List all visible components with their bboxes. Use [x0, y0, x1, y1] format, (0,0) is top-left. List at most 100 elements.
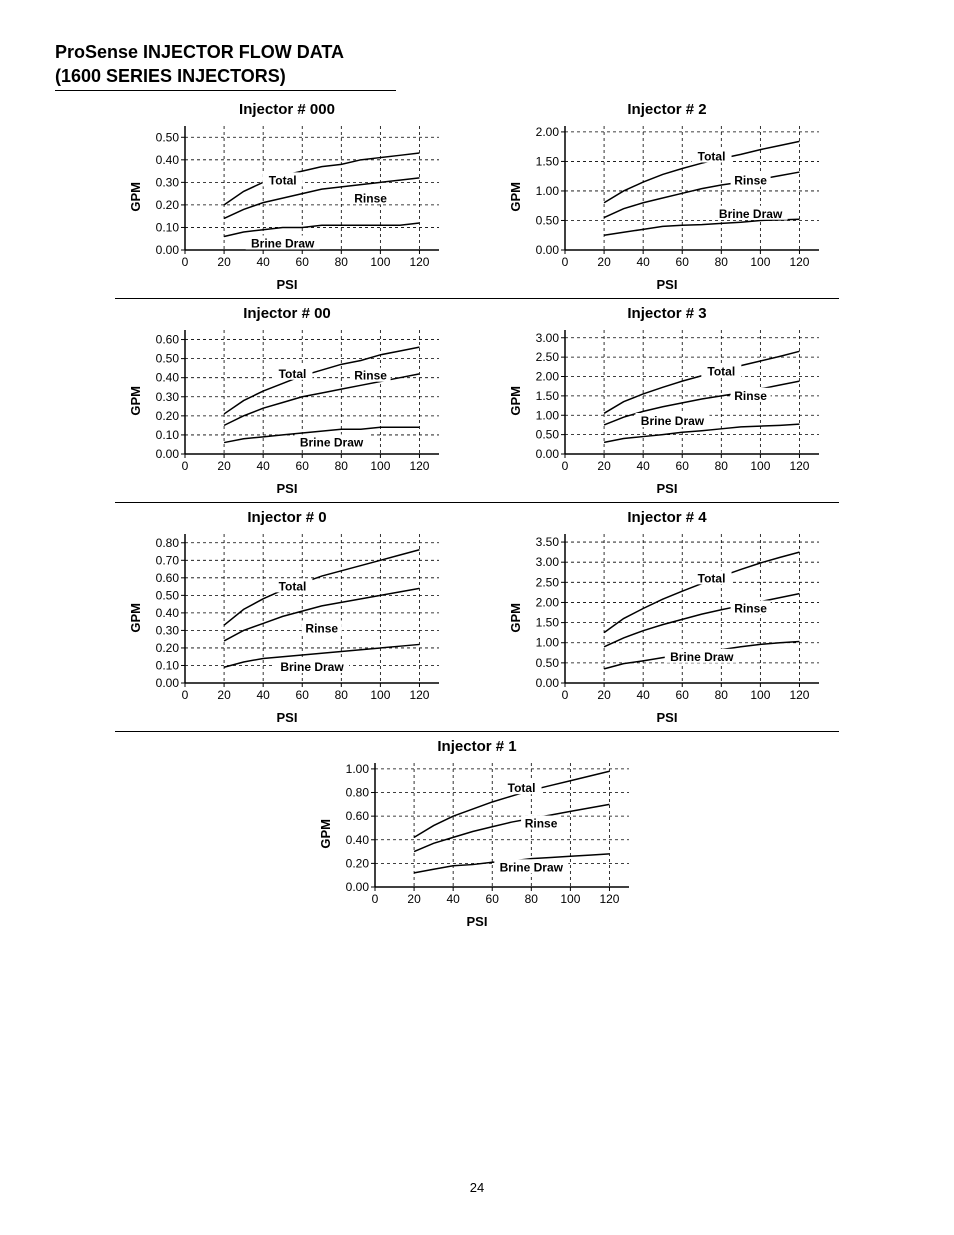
svg-text:60: 60: [675, 459, 689, 473]
row-separator: [115, 502, 839, 503]
chart-wrap: GPM0.000.501.001.502.002.503.003.5002040…: [508, 528, 827, 708]
chart-row: Injector # 000GPM0.000.100.200.300.400.5…: [115, 101, 839, 292]
svg-text:60: 60: [675, 255, 689, 269]
svg-text:Total: Total: [268, 173, 296, 187]
svg-text:Total: Total: [278, 366, 306, 380]
svg-text:120: 120: [409, 688, 429, 702]
chart-title: Injector # 3: [627, 305, 706, 322]
svg-text:0.50: 0.50: [155, 351, 179, 365]
svg-text:40: 40: [636, 255, 650, 269]
chart-inj1: Injector # 1GPM0.000.200.400.600.801.000…: [307, 738, 647, 929]
chart-wrap: GPM0.000.100.200.300.400.500.60020406080…: [128, 324, 447, 479]
svg-text:80: 80: [334, 688, 348, 702]
x-axis-label: PSI: [657, 277, 678, 292]
svg-text:3.00: 3.00: [535, 555, 559, 569]
svg-text:0.30: 0.30: [155, 175, 179, 189]
chart-inj0: Injector # 0GPM0.000.100.200.300.400.500…: [117, 509, 457, 725]
chart-wrap: GPM0.000.100.200.300.400.500.600.700.800…: [128, 528, 447, 708]
svg-text:100: 100: [750, 688, 770, 702]
svg-text:0.50: 0.50: [155, 130, 179, 144]
svg-text:0.40: 0.40: [155, 152, 179, 166]
svg-text:Brine Draw: Brine Draw: [280, 660, 344, 674]
chart-inj3: Injector # 3GPM0.000.501.001.502.002.503…: [497, 305, 837, 496]
svg-text:0.40: 0.40: [345, 832, 369, 846]
x-axis-label: PSI: [277, 277, 298, 292]
chart-row: Injector # 00GPM0.000.100.200.300.400.50…: [115, 305, 839, 496]
svg-text:20: 20: [597, 255, 611, 269]
svg-text:80: 80: [714, 255, 728, 269]
chart-plot: 0.000.501.001.502.002.503.00020406080100…: [527, 324, 827, 479]
svg-text:0.10: 0.10: [155, 220, 179, 234]
x-axis-label: PSI: [657, 481, 678, 496]
chart-wrap: GPM0.000.501.001.502.002.503.00020406080…: [508, 324, 827, 479]
chart-plot: 0.000.100.200.300.400.50020406080100120T…: [147, 120, 447, 275]
svg-text:100: 100: [370, 688, 390, 702]
svg-text:3.50: 3.50: [535, 535, 559, 549]
svg-text:40: 40: [636, 688, 650, 702]
svg-text:20: 20: [597, 688, 611, 702]
svg-text:0.70: 0.70: [155, 553, 179, 567]
chart-inj00: Injector # 00GPM0.000.100.200.300.400.50…: [117, 305, 457, 496]
y-axis-label: GPM: [508, 182, 523, 212]
svg-text:20: 20: [217, 255, 231, 269]
svg-text:0.30: 0.30: [155, 389, 179, 403]
svg-text:60: 60: [485, 892, 499, 906]
chart-wrap: GPM0.000.100.200.300.400.500204060801001…: [128, 120, 447, 275]
svg-text:100: 100: [370, 255, 390, 269]
svg-text:0.00: 0.00: [535, 447, 559, 461]
svg-text:Total: Total: [697, 571, 725, 585]
y-axis-label: GPM: [128, 386, 143, 416]
page-number: 24: [0, 1180, 954, 1195]
chart-title: Injector # 1: [437, 738, 516, 755]
y-axis-label: GPM: [128, 182, 143, 212]
page: ProSense INJECTOR FLOW DATA (1600 SERIES…: [0, 0, 954, 1235]
chart-wrap: GPM0.000.200.400.600.801.000204060801001…: [318, 757, 637, 912]
svg-text:2.00: 2.00: [535, 595, 559, 609]
svg-text:0.00: 0.00: [535, 676, 559, 690]
svg-text:40: 40: [256, 459, 270, 473]
y-axis-label: GPM: [318, 819, 333, 849]
x-axis-label: PSI: [467, 914, 488, 929]
chart-title: Injector # 00: [243, 305, 331, 322]
chart-wrap: GPM0.000.501.001.502.00020406080100120To…: [508, 120, 827, 275]
svg-text:0.40: 0.40: [155, 370, 179, 384]
svg-text:120: 120: [409, 459, 429, 473]
svg-text:0.50: 0.50: [535, 427, 559, 441]
title-line-1: ProSense INJECTOR FLOW DATA: [55, 40, 899, 64]
svg-text:0.20: 0.20: [345, 856, 369, 870]
svg-text:0.80: 0.80: [155, 535, 179, 549]
x-axis-label: PSI: [277, 710, 298, 725]
chart-title: Injector # 2: [627, 101, 706, 118]
chart-svg: 0.000.100.200.300.400.500.600.700.800204…: [147, 528, 447, 703]
svg-text:100: 100: [560, 892, 580, 906]
svg-text:100: 100: [750, 255, 770, 269]
svg-text:0.00: 0.00: [345, 880, 369, 894]
svg-text:0.20: 0.20: [155, 408, 179, 422]
svg-text:Brine Draw: Brine Draw: [499, 860, 563, 874]
svg-text:Rinse: Rinse: [305, 621, 338, 635]
svg-text:0.00: 0.00: [535, 243, 559, 257]
svg-text:0: 0: [181, 255, 188, 269]
svg-text:40: 40: [636, 459, 650, 473]
chart-plot: 0.000.200.400.600.801.00020406080100120T…: [337, 757, 637, 912]
svg-text:40: 40: [256, 255, 270, 269]
svg-text:100: 100: [370, 459, 390, 473]
svg-text:80: 80: [524, 892, 538, 906]
svg-text:0: 0: [561, 255, 568, 269]
svg-text:2.50: 2.50: [535, 575, 559, 589]
svg-text:1.00: 1.00: [535, 408, 559, 422]
svg-text:1.00: 1.00: [345, 761, 369, 775]
chart-inj2: Injector # 2GPM0.000.501.001.502.0002040…: [497, 101, 837, 292]
chart-svg: 0.000.501.001.502.002.503.003.5002040608…: [527, 528, 827, 703]
chart-plot: 0.000.501.001.502.00020406080100120Total…: [527, 120, 827, 275]
svg-text:80: 80: [714, 459, 728, 473]
svg-text:0.80: 0.80: [345, 785, 369, 799]
chart-title: Injector # 0: [247, 509, 326, 526]
svg-text:0.30: 0.30: [155, 623, 179, 637]
svg-text:2.50: 2.50: [535, 350, 559, 364]
svg-text:Rinse: Rinse: [734, 388, 767, 402]
svg-text:0: 0: [181, 459, 188, 473]
svg-text:20: 20: [217, 688, 231, 702]
charts-area: Injector # 000GPM0.000.100.200.300.400.5…: [55, 101, 899, 929]
svg-text:Total: Total: [278, 579, 306, 593]
